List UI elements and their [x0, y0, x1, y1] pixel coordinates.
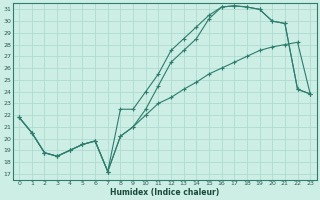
X-axis label: Humidex (Indice chaleur): Humidex (Indice chaleur) [110, 188, 219, 197]
